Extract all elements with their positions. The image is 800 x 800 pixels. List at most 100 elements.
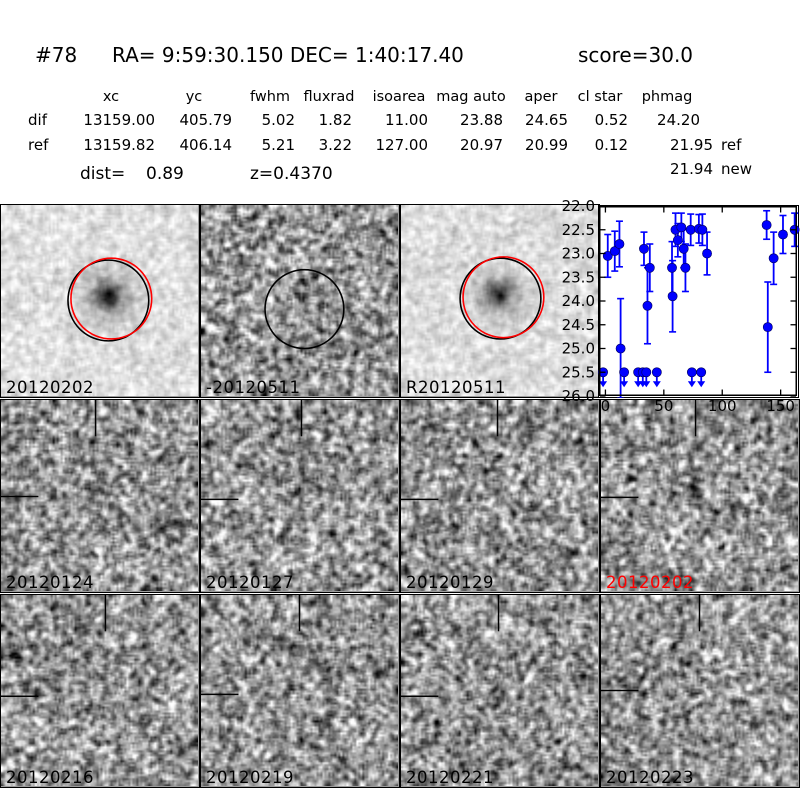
cutout-image xyxy=(601,400,798,591)
stats-cell: 0.12 xyxy=(594,136,628,154)
lightcurve-point xyxy=(768,253,779,264)
y-tick-label: 25.0 xyxy=(562,340,595,358)
cutout-date-label: 20120202 xyxy=(6,378,94,397)
stats-column-header: yc xyxy=(185,89,203,105)
stats-cell-suffix: ref xyxy=(721,136,742,154)
upper-limit-point xyxy=(686,367,697,378)
stats-cell: 20.99 xyxy=(525,136,568,154)
upper-limit-arrow xyxy=(620,381,629,388)
cutout-overlay xyxy=(201,595,301,696)
upper-limit-arrow xyxy=(599,381,608,388)
cutout-image xyxy=(201,400,398,591)
stats-cell: 23.88 xyxy=(460,111,503,129)
stats-column-header: mag auto xyxy=(436,89,506,105)
candidate-id: #78 xyxy=(35,43,78,67)
y-tick-label: 24.0 xyxy=(562,292,595,310)
stats-column-header: xc xyxy=(102,89,120,105)
x-tick-label: 50 xyxy=(654,397,673,415)
y-tick-label: 23.0 xyxy=(562,245,595,263)
cutout-image xyxy=(1,400,198,591)
aperture-circle-red xyxy=(462,256,545,339)
upper-limit-arrow xyxy=(697,381,706,388)
lightcurve-point xyxy=(667,291,678,302)
upper-limit-point xyxy=(651,367,662,378)
lightcurve-point xyxy=(672,235,683,246)
plot-frame xyxy=(599,206,797,396)
cutout-panel-reference: R20120511 xyxy=(400,204,600,398)
stats-cell: 5.02 xyxy=(261,111,295,129)
x-tick-label: 0 xyxy=(601,397,611,415)
cutout-overlay xyxy=(201,400,303,501)
cutout-panel-epoch: 20120216 xyxy=(0,594,200,788)
lightcurve-point xyxy=(762,322,773,333)
cutout-image xyxy=(1,595,198,786)
lightcurve-point xyxy=(702,248,712,259)
stats-cell: 13159.82 xyxy=(83,136,155,154)
lightcurve-panel: 0 50 100 150 22.0 22.5 23.0 23.5 24.0 24.5 25.0 25.… xyxy=(562,197,800,415)
cutout-image xyxy=(401,595,598,786)
lightcurve-point xyxy=(667,262,677,273)
dist-value: 0.89 xyxy=(146,164,184,184)
stats-cell: 405.79 xyxy=(179,111,233,129)
lightcurve-plot: 0 50 100 150 22.0 22.5 23.0 23.5 24.0 24.5 25.0 25.… xyxy=(562,197,800,415)
aperture-circle-black xyxy=(67,259,150,342)
stats-column-header: fwhm xyxy=(249,89,291,105)
lightcurve-point xyxy=(678,243,689,254)
lightcurve-point xyxy=(642,300,653,311)
cutout-date-label: 20120127 xyxy=(206,573,294,592)
cutout-overlay xyxy=(1,595,107,697)
stats-cell: 21.95 xyxy=(670,136,713,154)
cutout-date-label: -20120511 xyxy=(206,378,301,397)
cutout-date-label: R20120511 xyxy=(406,378,506,397)
lightcurve-point xyxy=(778,229,788,240)
cutout-panel-epoch: 20120127 xyxy=(200,399,400,593)
cutout-overlay xyxy=(601,400,697,499)
lightcurve-point xyxy=(615,343,626,354)
stats-column-header: phmag xyxy=(641,89,693,105)
ra-dec-coordinates: RA= 9:59:30.150 DEC= 1:40:17.40 xyxy=(112,43,464,67)
cutout-panel-epoch: 20120129 xyxy=(400,399,600,593)
x-tick-label: 150 xyxy=(766,397,795,415)
lightcurve-point xyxy=(614,239,625,249)
lightcurve-point xyxy=(680,262,691,273)
upper-limit-arrow xyxy=(642,381,651,388)
upper-limit-point xyxy=(696,367,707,378)
cutout-date-label: 20120219 xyxy=(206,768,294,787)
y-tick-label: 22.5 xyxy=(562,221,595,239)
cutout-image xyxy=(201,205,398,396)
upper-limit-point xyxy=(619,367,630,378)
cutout-panel-epoch-highlighted: 20120202 xyxy=(600,399,800,593)
cutout-overlay xyxy=(401,595,500,697)
upper-limit-point xyxy=(641,367,652,378)
x-tick-label: 100 xyxy=(708,397,737,415)
cutout-panel-epoch: 20120124 xyxy=(0,399,200,593)
stats-row-label: dif xyxy=(28,111,47,129)
lightcurve-point xyxy=(639,243,649,254)
new-mag-suffix: new xyxy=(721,160,753,178)
score-value: score=30.0 xyxy=(578,43,694,67)
stats-column-header: cl star xyxy=(577,89,623,105)
aperture-circle-red xyxy=(70,257,153,340)
new-mag-value: 21.94 xyxy=(670,160,713,178)
lightcurve-point xyxy=(644,262,655,273)
cutout-panel-epoch: 20120223 xyxy=(600,594,800,788)
stats-cell: 1.82 xyxy=(318,111,352,129)
lightcurve-point xyxy=(697,224,708,235)
stats-cell: 24.20 xyxy=(657,111,700,129)
lightcurve-point xyxy=(761,220,772,230)
y-tick-label: 25.5 xyxy=(562,363,595,381)
stats-column-header: isoarea xyxy=(372,89,426,105)
aperture-circle-black xyxy=(264,268,345,350)
stats-column-header: fluxrad xyxy=(303,89,355,105)
lightcurve-point xyxy=(676,222,687,233)
redshift-value: z=0.4370 xyxy=(250,164,333,184)
y-tick-label: 24.5 xyxy=(562,316,595,334)
stats-cell: 13159.00 xyxy=(83,111,155,129)
stats-row-label: ref xyxy=(28,136,49,154)
y-tick-label: 23.5 xyxy=(562,268,595,286)
cutout-overlay xyxy=(601,595,701,692)
stats-cell: 11.00 xyxy=(385,111,428,129)
lightcurve-point xyxy=(609,246,620,257)
upper-limit-arrow xyxy=(652,381,661,388)
cutout-panel-epoch: 20120221 xyxy=(400,594,600,788)
